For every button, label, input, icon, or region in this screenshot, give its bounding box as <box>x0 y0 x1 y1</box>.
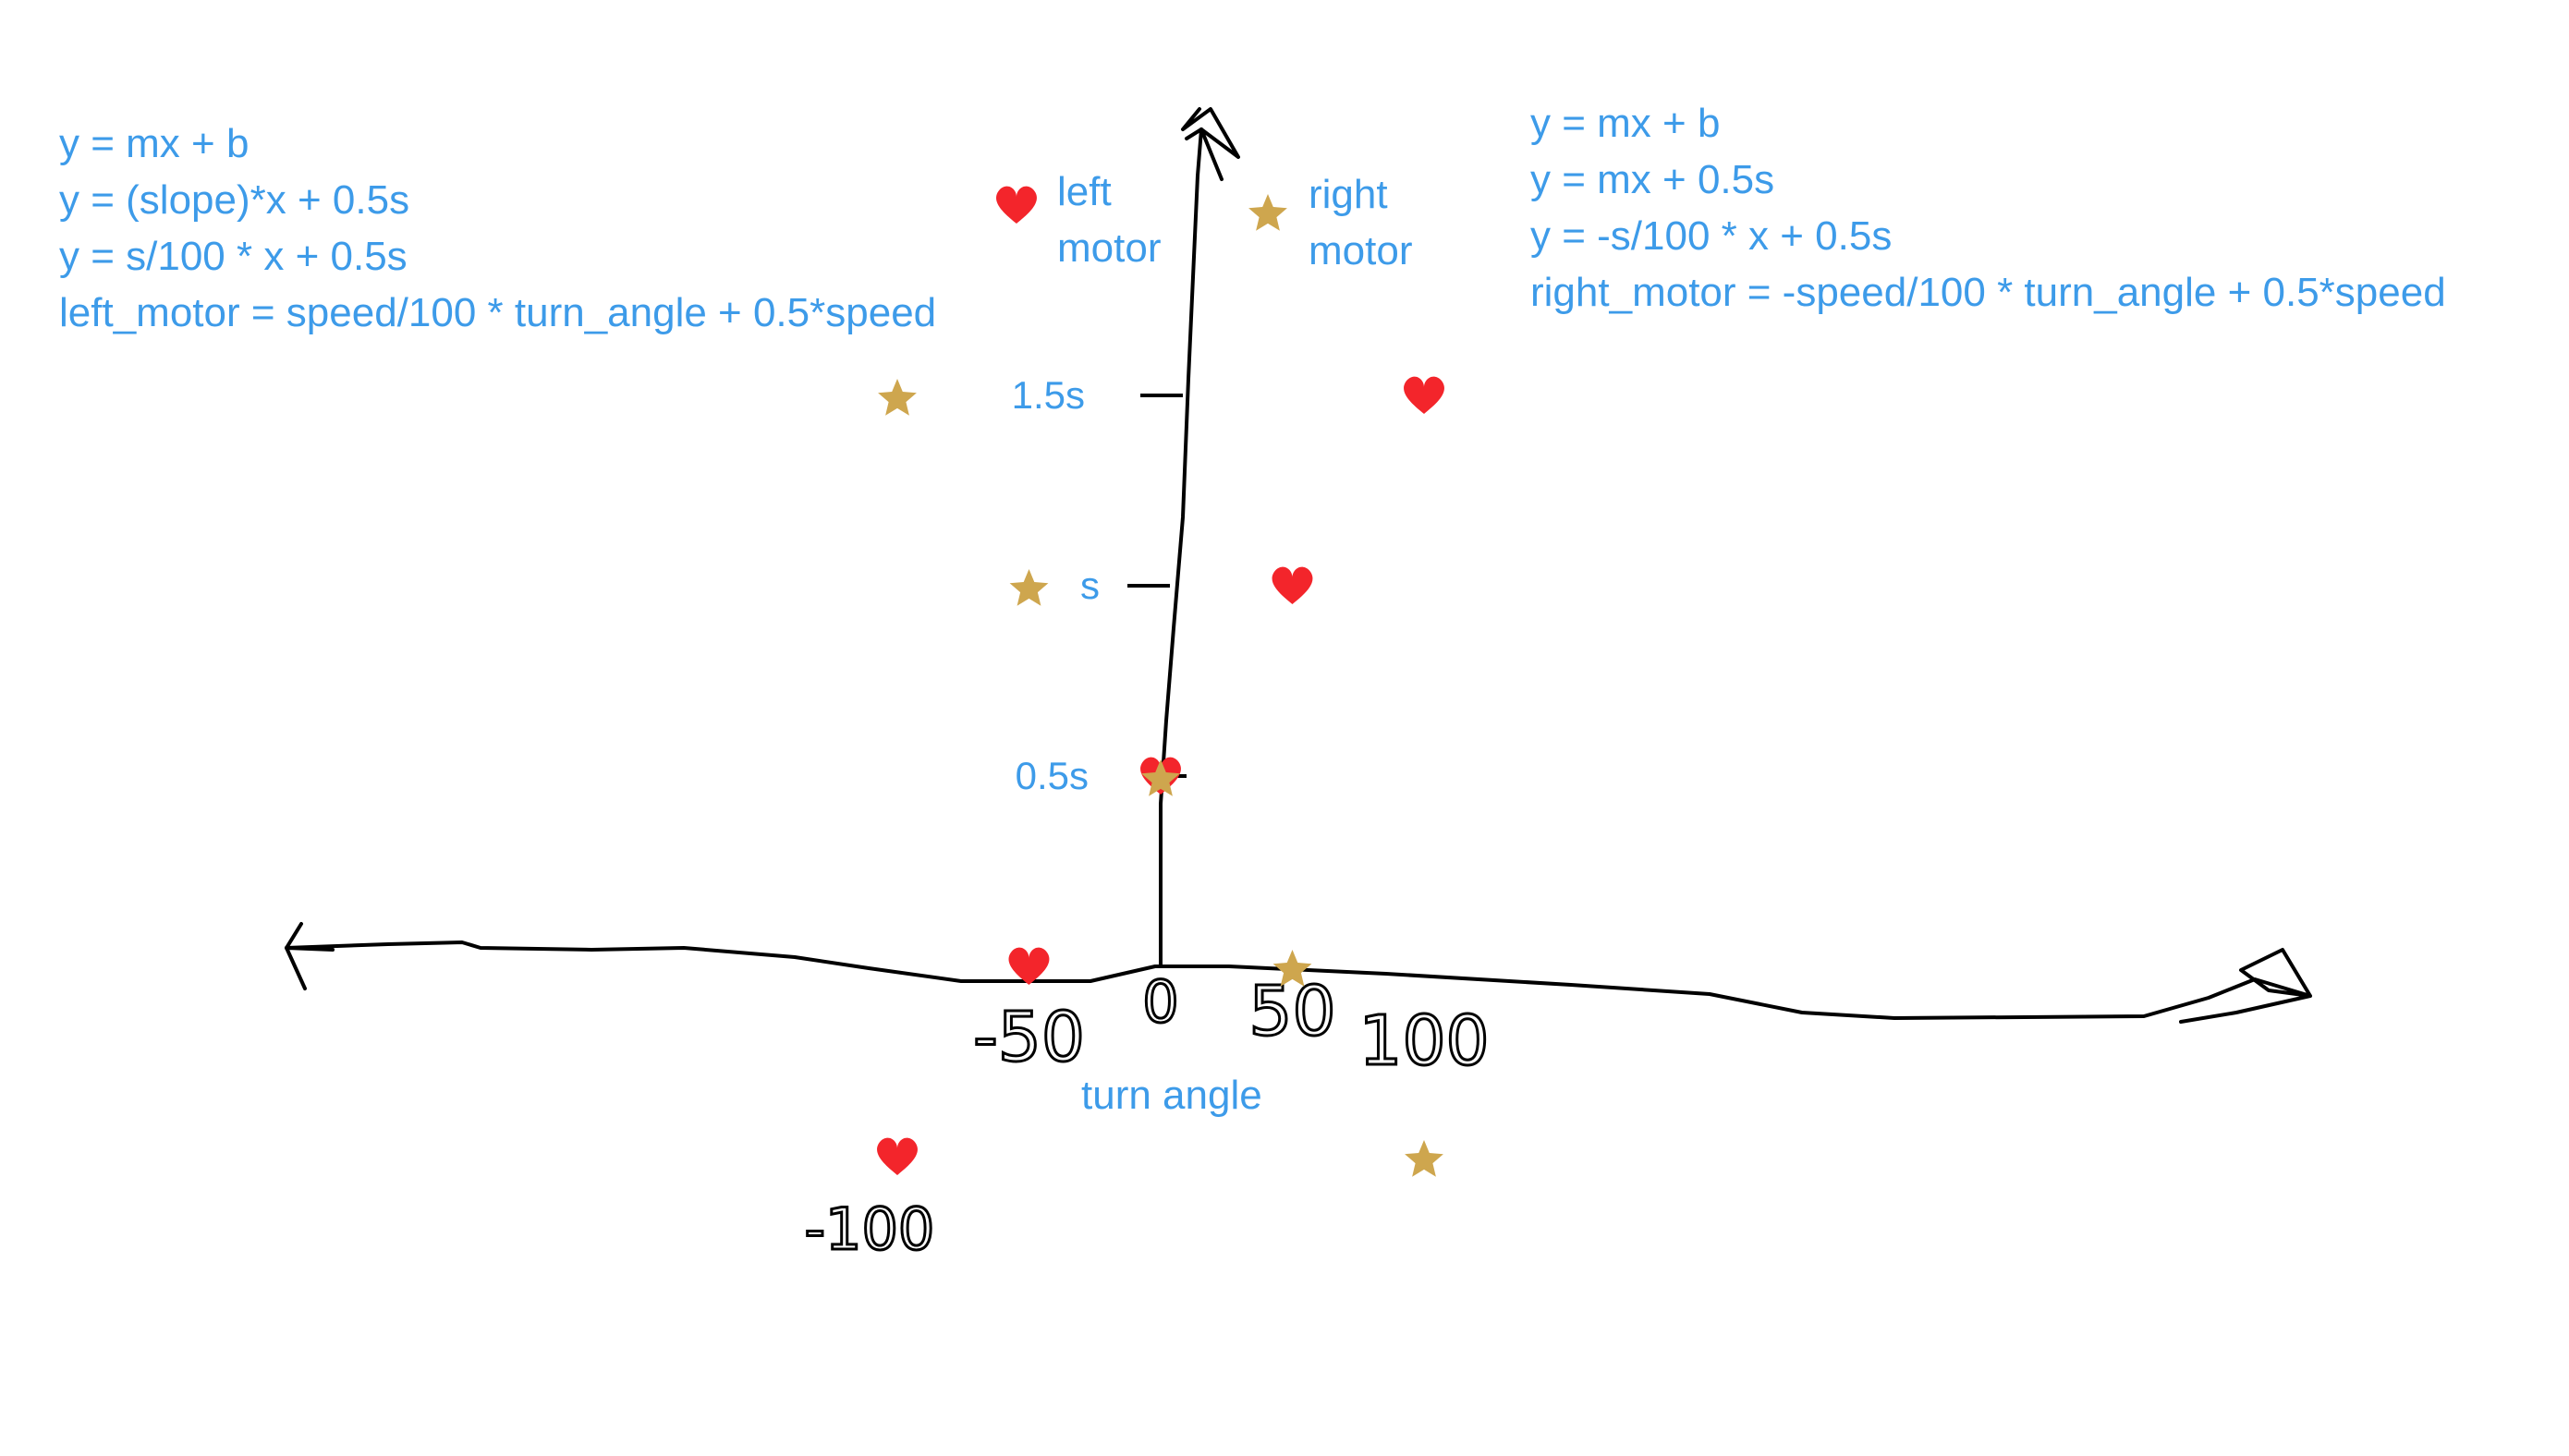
equation-left-line: y = mx + b <box>59 121 249 166</box>
legend-label-left-motor-line2: motor <box>1057 225 1161 271</box>
x-axis-left-arrow <box>285 922 335 990</box>
legend: left motor right motor <box>996 169 1412 273</box>
right-motor-point-star-icon <box>1141 759 1180 796</box>
x-axis-label: turn angle <box>1081 1073 1262 1118</box>
right-motor-point-star-icon <box>878 379 917 416</box>
legend-entry-left-motor: left motor <box>996 169 1161 271</box>
x-tick-label: -100 <box>805 1195 935 1263</box>
heart-icon <box>996 186 1037 224</box>
right-motor-point-star-icon <box>1009 569 1049 606</box>
x-axis-line <box>285 940 2312 1024</box>
legend-label-right-motor-line1: right <box>1309 172 1388 217</box>
equations-left: y = mx + b y = (slope)*x + 0.5s y = s/10… <box>59 121 936 335</box>
x-tick-labels: -100 -50 0 50 100 <box>803 967 1491 1265</box>
equations-right: y = mx + b y = mx + 0.5s y = -s/100 * x … <box>1530 101 2446 315</box>
left-motor-point-heart-icon <box>1272 566 1313 604</box>
left-motor-point-heart-icon <box>877 1137 918 1175</box>
equation-left-line: y = (slope)*x + 0.5s <box>59 177 409 223</box>
y-ticks: 0.5s s 1.5s <box>1012 373 1187 797</box>
legend-label-left-motor-line1: left <box>1057 169 1112 214</box>
legend-label-right-motor-line2: motor <box>1309 228 1412 273</box>
equation-right-line: y = -s/100 * x + 0.5s <box>1530 213 1892 259</box>
right-motor-point-star-icon <box>1405 1140 1443 1177</box>
y-axis-arrow-head <box>1181 107 1240 181</box>
x-tick-label: 100 <box>1358 1001 1489 1081</box>
y-tick-label: 1.5s <box>1012 373 1085 417</box>
x-tick-label: 50 <box>1248 972 1335 1051</box>
equation-right-line: y = mx + b <box>1530 101 1720 146</box>
equation-left-line: y = s/100 * x + 0.5s <box>59 234 408 279</box>
right-motor-point-star-icon <box>1272 950 1312 987</box>
y-axis-line <box>1159 127 1203 968</box>
left-motor-point-heart-icon <box>1404 376 1444 414</box>
data-points <box>877 376 1444 1177</box>
axes <box>285 107 2312 1024</box>
y-tick-label: 0.5s <box>1016 754 1089 797</box>
x-tick-label: -50 <box>973 998 1085 1077</box>
x-tick-label: 0 <box>1142 968 1178 1036</box>
left-motor-point-heart-icon <box>1008 947 1050 985</box>
star-icon <box>1248 194 1287 231</box>
y-tick-label: s <box>1080 564 1100 607</box>
legend-entry-right-motor: right motor <box>1248 172 1412 273</box>
equation-right-line: y = mx + 0.5s <box>1530 157 1774 202</box>
equation-right-line: right_motor = -speed/100 * turn_angle + … <box>1530 270 2446 315</box>
equation-left-line: left_motor = speed/100 * turn_angle + 0.… <box>59 290 936 335</box>
